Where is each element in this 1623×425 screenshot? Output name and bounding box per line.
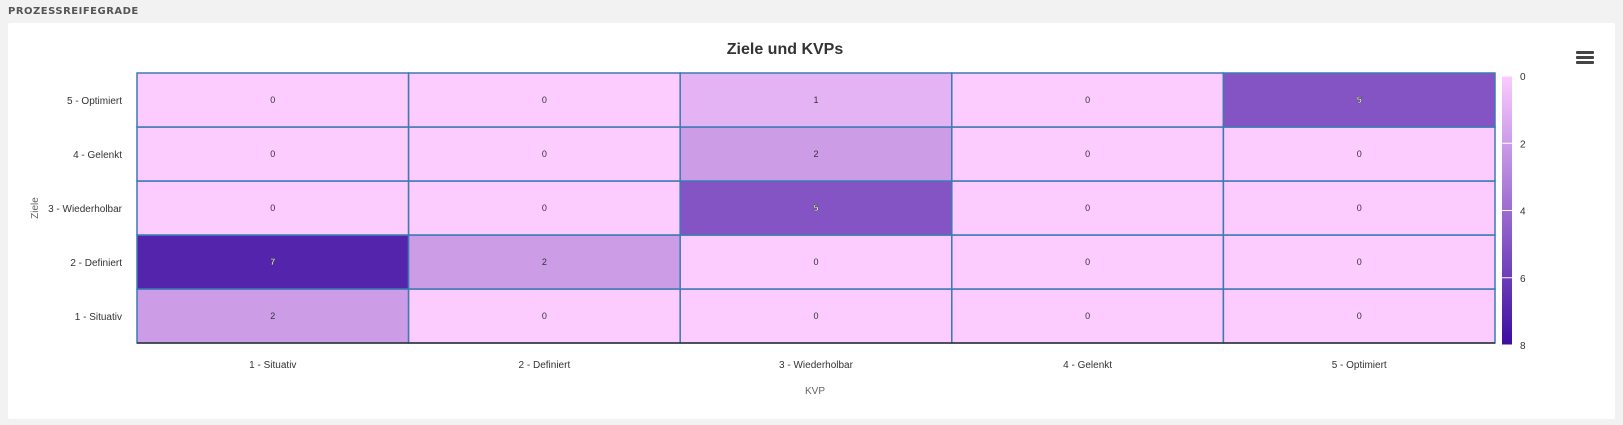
cell-value-label: 0	[542, 203, 547, 213]
heatmap-cell[interactable]	[407, 180, 681, 236]
heatmap-cell[interactable]	[1222, 72, 1496, 128]
heatmap-cell[interactable]	[951, 234, 1225, 290]
heatmap-cell[interactable]	[136, 288, 410, 344]
cell-value-label: 0	[813, 257, 818, 267]
x-tick-label: 1 - Situativ	[249, 360, 296, 371]
heatmap-cell[interactable]	[136, 234, 410, 290]
y-tick-label: 3 - Wiederholbar	[48, 204, 123, 215]
cell-value-label: 0	[1085, 257, 1090, 267]
y-tick-label: 1 - Situativ	[75, 312, 122, 323]
cell-value-label: 0	[1085, 203, 1090, 213]
cell-value-label: 0	[270, 149, 275, 159]
y-tick-label: 5 - Optimiert	[67, 96, 122, 107]
cell-value-label: 0	[813, 311, 818, 321]
heatmap-cell[interactable]	[407, 72, 681, 128]
cell-value-label: 2	[813, 149, 818, 159]
cell-value-label: 7	[270, 257, 275, 267]
x-tick-label: 2 - Definiert	[519, 360, 571, 371]
heatmap-cell[interactable]	[1222, 126, 1496, 182]
cell-value-label: 0	[270, 203, 275, 213]
heatmap-cell[interactable]	[679, 126, 953, 182]
heatmap-cell[interactable]	[1222, 180, 1496, 236]
x-tick-label: 5 - Optimiert	[1332, 360, 1387, 371]
y-axis-title: Ziele	[30, 197, 41, 219]
cell-value-label: 5	[1357, 95, 1362, 105]
color-axis-label: 4	[1520, 207, 1526, 218]
color-axis-label: 0	[1520, 72, 1526, 83]
color-axis-label: 6	[1520, 274, 1526, 285]
heatmap-cell[interactable]	[136, 72, 410, 128]
cell-value-label: 0	[542, 95, 547, 105]
color-axis-label: 2	[1520, 139, 1526, 150]
section-title: PROZESSREIFEGRADE	[8, 6, 139, 17]
cell-value-label: 0	[542, 149, 547, 159]
cell-value-label: 0	[1357, 203, 1362, 213]
cell-value-label: 0	[1357, 311, 1362, 321]
heatmap-cell[interactable]	[1222, 234, 1496, 290]
x-tick-label: 3 - Wiederholbar	[779, 360, 854, 371]
cell-value-label: 0	[1357, 257, 1362, 267]
heatmap-cell[interactable]	[951, 72, 1225, 128]
heatmap-cell[interactable]	[679, 234, 953, 290]
cell-value-label: 2	[270, 311, 275, 321]
heatmap-cell[interactable]	[407, 126, 681, 182]
color-axis-label: 8	[1520, 341, 1526, 352]
heatmap-cell[interactable]	[407, 234, 681, 290]
chart-title: Ziele und KVPs	[727, 41, 844, 58]
cell-value-label: 0	[1085, 95, 1090, 105]
cell-value-label: 0	[1085, 311, 1090, 321]
hamburger-menu-icon[interactable]	[1574, 49, 1596, 67]
cell-value-label: 1	[813, 95, 818, 105]
cell-value-label: 0	[1357, 149, 1362, 159]
y-tick-label: 2 - Definiert	[70, 258, 122, 269]
cell-value-label: 0	[542, 311, 547, 321]
heatmap-cell[interactable]	[1222, 288, 1496, 344]
heatmap-cell[interactable]	[951, 126, 1225, 182]
cell-value-label: 5	[813, 203, 818, 213]
x-axis-title: KVP	[805, 386, 825, 397]
cell-value-label: 0	[1085, 149, 1090, 159]
heatmap-cell[interactable]	[136, 126, 410, 182]
x-tick-label: 4 - Gelenkt	[1063, 360, 1112, 371]
cell-value-label: 2	[542, 257, 547, 267]
y-tick-label: 4 - Gelenkt	[73, 150, 122, 161]
cell-value-label: 0	[270, 95, 275, 105]
heatmap-cell[interactable]	[136, 180, 410, 236]
